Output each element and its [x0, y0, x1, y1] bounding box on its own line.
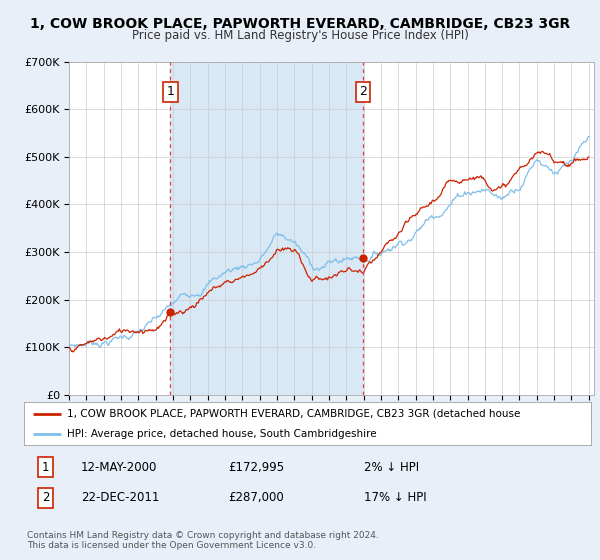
Text: Contains HM Land Registry data © Crown copyright and database right 2024.
This d: Contains HM Land Registry data © Crown c… — [27, 531, 379, 550]
Text: 1: 1 — [166, 85, 174, 98]
Text: 12-MAY-2000: 12-MAY-2000 — [80, 461, 157, 474]
Text: 2: 2 — [42, 491, 49, 504]
Text: 2: 2 — [359, 85, 367, 98]
Text: 1, COW BROOK PLACE, PAPWORTH EVERARD, CAMBRIDGE, CB23 3GR: 1, COW BROOK PLACE, PAPWORTH EVERARD, CA… — [30, 17, 570, 31]
Text: 22-DEC-2011: 22-DEC-2011 — [80, 491, 159, 504]
Text: 17% ↓ HPI: 17% ↓ HPI — [364, 491, 427, 504]
Text: 1, COW BROOK PLACE, PAPWORTH EVERARD, CAMBRIDGE, CB23 3GR (detached house: 1, COW BROOK PLACE, PAPWORTH EVERARD, CA… — [67, 409, 520, 419]
Bar — [170, 62, 363, 395]
Text: 2% ↓ HPI: 2% ↓ HPI — [364, 461, 419, 474]
Text: £287,000: £287,000 — [228, 491, 284, 504]
Text: 1: 1 — [42, 461, 49, 474]
Text: £172,995: £172,995 — [228, 461, 284, 474]
Text: HPI: Average price, detached house, South Cambridgeshire: HPI: Average price, detached house, Sout… — [67, 430, 376, 440]
Text: Price paid vs. HM Land Registry's House Price Index (HPI): Price paid vs. HM Land Registry's House … — [131, 29, 469, 42]
